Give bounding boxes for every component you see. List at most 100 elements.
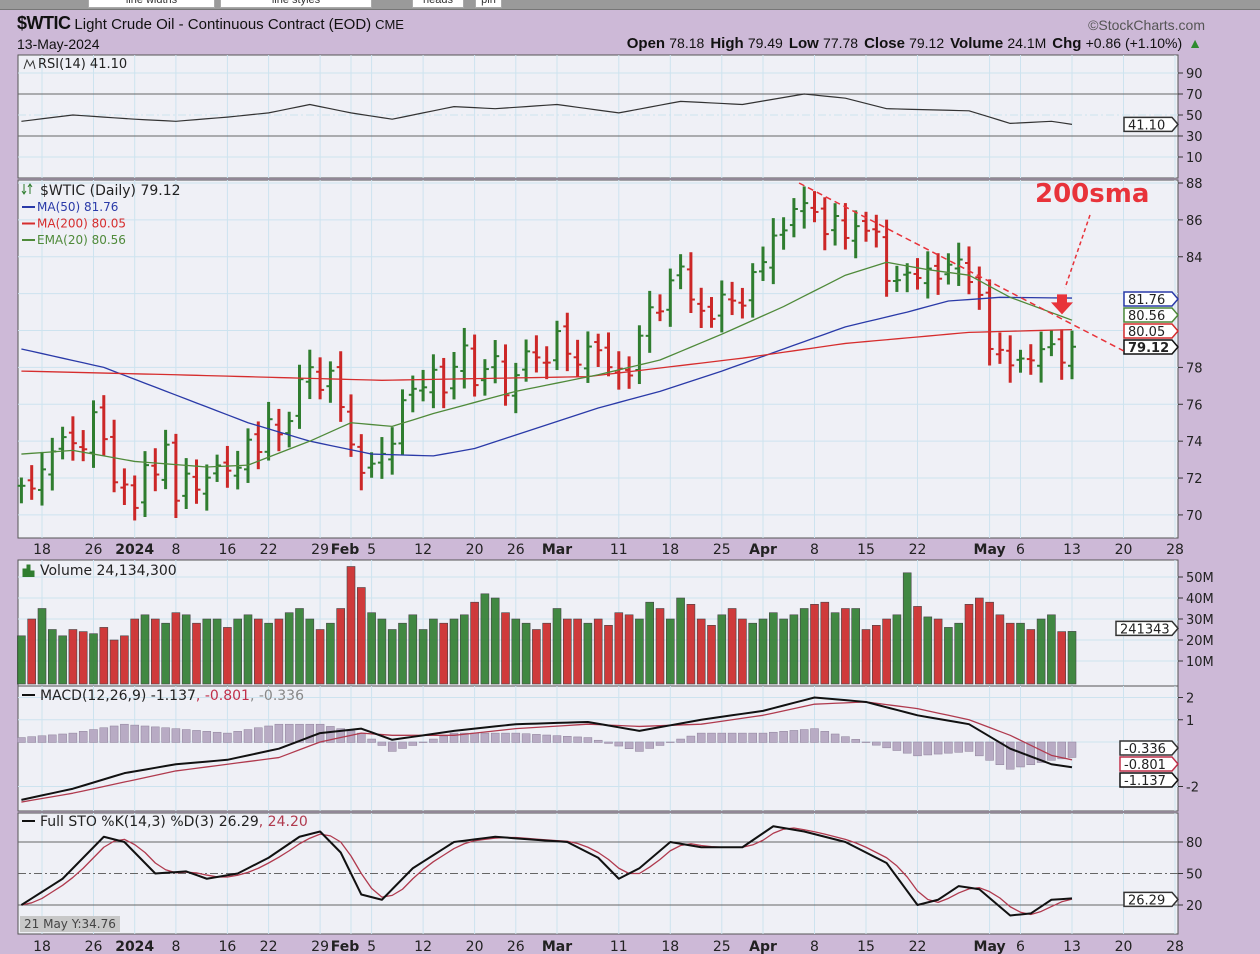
instrument-name: Light Crude Oil - Continuous Contract (E… [74, 16, 372, 33]
date-tick-label: 12 [414, 939, 432, 954]
macd-histogram-bar [696, 732, 706, 743]
price-tick-label: 70 [1186, 509, 1203, 524]
volume-value-label-tag [1115, 620, 1179, 637]
macd-line [21, 696, 1073, 801]
sto-tick-label: 20 [1186, 899, 1203, 914]
macd-legend-part: , -0.336 [250, 688, 304, 704]
drawing-toolbar: line widths line styles heads pin [0, 0, 1260, 10]
date-tick-label: 20 [1115, 542, 1133, 558]
sto-tick-label: 80 [1186, 836, 1203, 851]
macd-histogram-bar [48, 734, 57, 743]
volume-bar [604, 624, 613, 685]
date-tick-label: 22 [260, 939, 278, 954]
volume-bar [707, 624, 716, 685]
volume-bar [295, 608, 304, 685]
volume-bar [171, 612, 181, 685]
date-tick-label: Apr [749, 939, 777, 954]
ma50-value-label-tag [1123, 291, 1179, 307]
date-tick-label: Apr [749, 542, 777, 558]
volume-tick-label: 30M [1186, 613, 1214, 628]
volume-bar [439, 622, 449, 685]
macd-histogram-bar [882, 741, 891, 749]
macd-tick-label: 1 [1186, 714, 1194, 729]
stockcharts-credit[interactable]: ©StockCharts.com [1088, 17, 1205, 33]
macd-histogram-bar [964, 741, 974, 752]
date-tick-label: 26 [507, 542, 525, 558]
volume-bar [89, 633, 98, 685]
volume-bar [583, 622, 593, 685]
stat-label-low: Low [788, 35, 824, 52]
sto-value-label: 26.29 [1128, 893, 1165, 908]
macd-histogram-bar [861, 741, 871, 743]
macd-value-label: -1.137 [1124, 774, 1166, 789]
macd-histogram-bar [789, 730, 799, 743]
volume-bar [480, 593, 490, 685]
volume-bar [974, 597, 984, 685]
tab-pin[interactable]: pin [475, 0, 502, 8]
date-tick-label: 15 [857, 939, 875, 954]
rsi-tick-label: 10 [1186, 151, 1203, 166]
date-tick-label: 13 [1063, 542, 1081, 558]
volume-bar [665, 618, 675, 685]
volume-bar [490, 597, 500, 685]
volume-bar [459, 614, 469, 685]
volume-bar [356, 587, 366, 685]
volume-tick-label: 20M [1186, 634, 1214, 649]
stat-value-high: 79.49 [747, 35, 783, 51]
macd-hist-value-label: -0.336 [1124, 742, 1166, 757]
volume-bar [871, 624, 881, 685]
last-price-label: 79.12 [1128, 341, 1169, 356]
macd-histogram-bar [89, 729, 98, 743]
macd-histogram-bar [583, 737, 593, 743]
volume-bar [130, 618, 139, 685]
volume-bar [501, 612, 510, 685]
macd-histogram-bar [676, 738, 685, 743]
tab-line-widths[interactable]: line widths [88, 0, 215, 8]
date-tick-label: 18 [33, 939, 51, 954]
date-tick-label: 8 [810, 939, 819, 954]
macd-histogram-bar [78, 731, 88, 743]
volume-bar [532, 629, 541, 685]
volume-bar [645, 601, 655, 685]
ma50-value-label: 81.76 [1128, 293, 1165, 308]
macd-histogram-bar [223, 732, 232, 743]
sto-legend-part: , 24.20 [259, 814, 308, 830]
macd-histogram-bar [872, 741, 881, 746]
macd-histogram-bar [181, 729, 191, 743]
macd-histogram-bar [913, 741, 922, 757]
macd-histogram-bar [954, 741, 963, 753]
date-tick-label: May [974, 542, 1006, 558]
macd-histogram-bar [326, 726, 335, 743]
macd-histogram-bar [521, 733, 531, 743]
macd-histogram-bar [563, 736, 572, 743]
date-tick-label: 8 [171, 939, 180, 954]
macd-histogram-bar [902, 741, 912, 754]
macd-histogram-bar [573, 736, 582, 743]
date-tick-label: 20 [1115, 939, 1133, 954]
tab-line-styles[interactable]: line styles [220, 0, 372, 8]
macd-histogram-bar [645, 741, 654, 749]
macd-histogram-bar [1067, 741, 1077, 758]
volume-bar [429, 618, 438, 685]
volume-bar [902, 572, 912, 685]
tab-heads[interactable]: heads [412, 0, 464, 8]
date-tick-label: 18 [661, 939, 679, 954]
volume-bar [99, 627, 109, 685]
volume-bar [367, 612, 376, 685]
macd-histogram-bar [985, 741, 994, 761]
macd-histogram-bar [429, 738, 438, 743]
stat-value-low: 77.78 [823, 35, 859, 51]
volume-bar [789, 614, 799, 685]
volume-bar [552, 608, 562, 685]
macd-signal-value-label-tag [1119, 756, 1179, 772]
volume-bar [1016, 622, 1025, 685]
macd-histogram-bar [933, 741, 943, 755]
macd-histogram-bar [511, 732, 521, 743]
date-tick-label: 8 [171, 542, 180, 558]
volume-bar [58, 635, 67, 685]
date-tick-label: Mar [542, 542, 572, 558]
macd-histogram-bar [140, 725, 150, 743]
macd-histogram-bar [552, 735, 562, 743]
date-tick-label: 5 [367, 939, 376, 954]
